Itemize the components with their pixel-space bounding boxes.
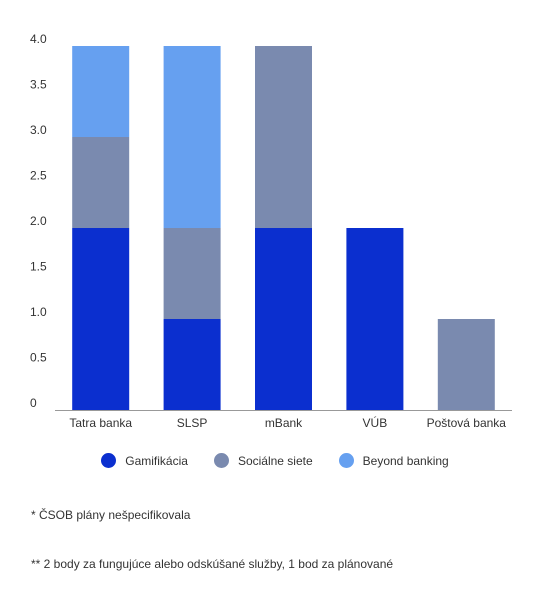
x-tick-label: Poštová banka (427, 416, 507, 430)
bar-segment[interactable] (437, 319, 495, 410)
legend-label-gamifikacia: Gamifikácia (125, 453, 188, 468)
legend-item-gamifikacia[interactable]: Gamifikácia (101, 453, 188, 468)
y-tick-label: 1.0 (30, 305, 47, 319)
legend-swatch-socialne-siete (213, 453, 229, 468)
x-tick-label: VÚB (363, 415, 388, 430)
bars (72, 46, 495, 410)
y-tick-label: 0 (30, 396, 37, 410)
legend-item-beyond-banking[interactable]: Beyond banking (338, 453, 449, 468)
y-tick-label: 2.5 (30, 169, 47, 183)
bar-segment[interactable] (163, 319, 221, 410)
footnote-csob: * ČSOB plány nešpecifikovala (31, 508, 191, 522)
bar-segment[interactable] (72, 46, 130, 137)
legend-swatch-gamifikacia (101, 453, 117, 468)
y-tick-label: 1.5 (30, 260, 47, 274)
legend-label-socialne-siete: Sociálne siete (237, 453, 313, 468)
y-tick-label: 2.0 (30, 214, 47, 228)
y-tick-label: 3.0 (30, 123, 47, 137)
bar-segment[interactable] (72, 228, 130, 410)
bar-segment[interactable] (346, 228, 404, 410)
legend-swatch-beyond-banking (338, 453, 354, 468)
bar-segment[interactable] (72, 137, 130, 228)
legend: Gamifikácia Sociálne siete Beyond bankin… (0, 453, 550, 468)
y-tick-label: 4.0 (30, 32, 47, 46)
x-tick-label: SLSP (177, 416, 208, 430)
bar-segment[interactable] (163, 46, 221, 228)
footnote-scoring: ** 2 body za fungujúce alebo odskúšané s… (31, 557, 394, 571)
legend-item-socialne-siete[interactable]: Sociálne siete (213, 453, 313, 468)
y-axis-tick-labels: 0 0.5 1.0 1.5 2.0 2.5 3.0 3.5 4.0 (30, 32, 47, 410)
bar-segment[interactable] (255, 228, 312, 410)
x-axis-tick-labels: Tatra banka SLSP mBank VÚB Poštová banka (69, 415, 506, 430)
stacked-bar-chart: 0 0.5 1.0 1.5 2.0 2.5 3.0 3.5 4.0 Tatra banka SLS… (30, 32, 512, 430)
x-tick-label: Tatra banka (69, 416, 132, 430)
y-tick-label: 0.5 (30, 351, 47, 365)
y-tick-label: 3.5 (30, 78, 47, 92)
x-tick-label: mBank (265, 416, 303, 430)
bar-segment[interactable] (163, 228, 221, 319)
legend-label-beyond-banking: Beyond banking (362, 453, 449, 468)
bar-segment[interactable] (255, 46, 312, 228)
